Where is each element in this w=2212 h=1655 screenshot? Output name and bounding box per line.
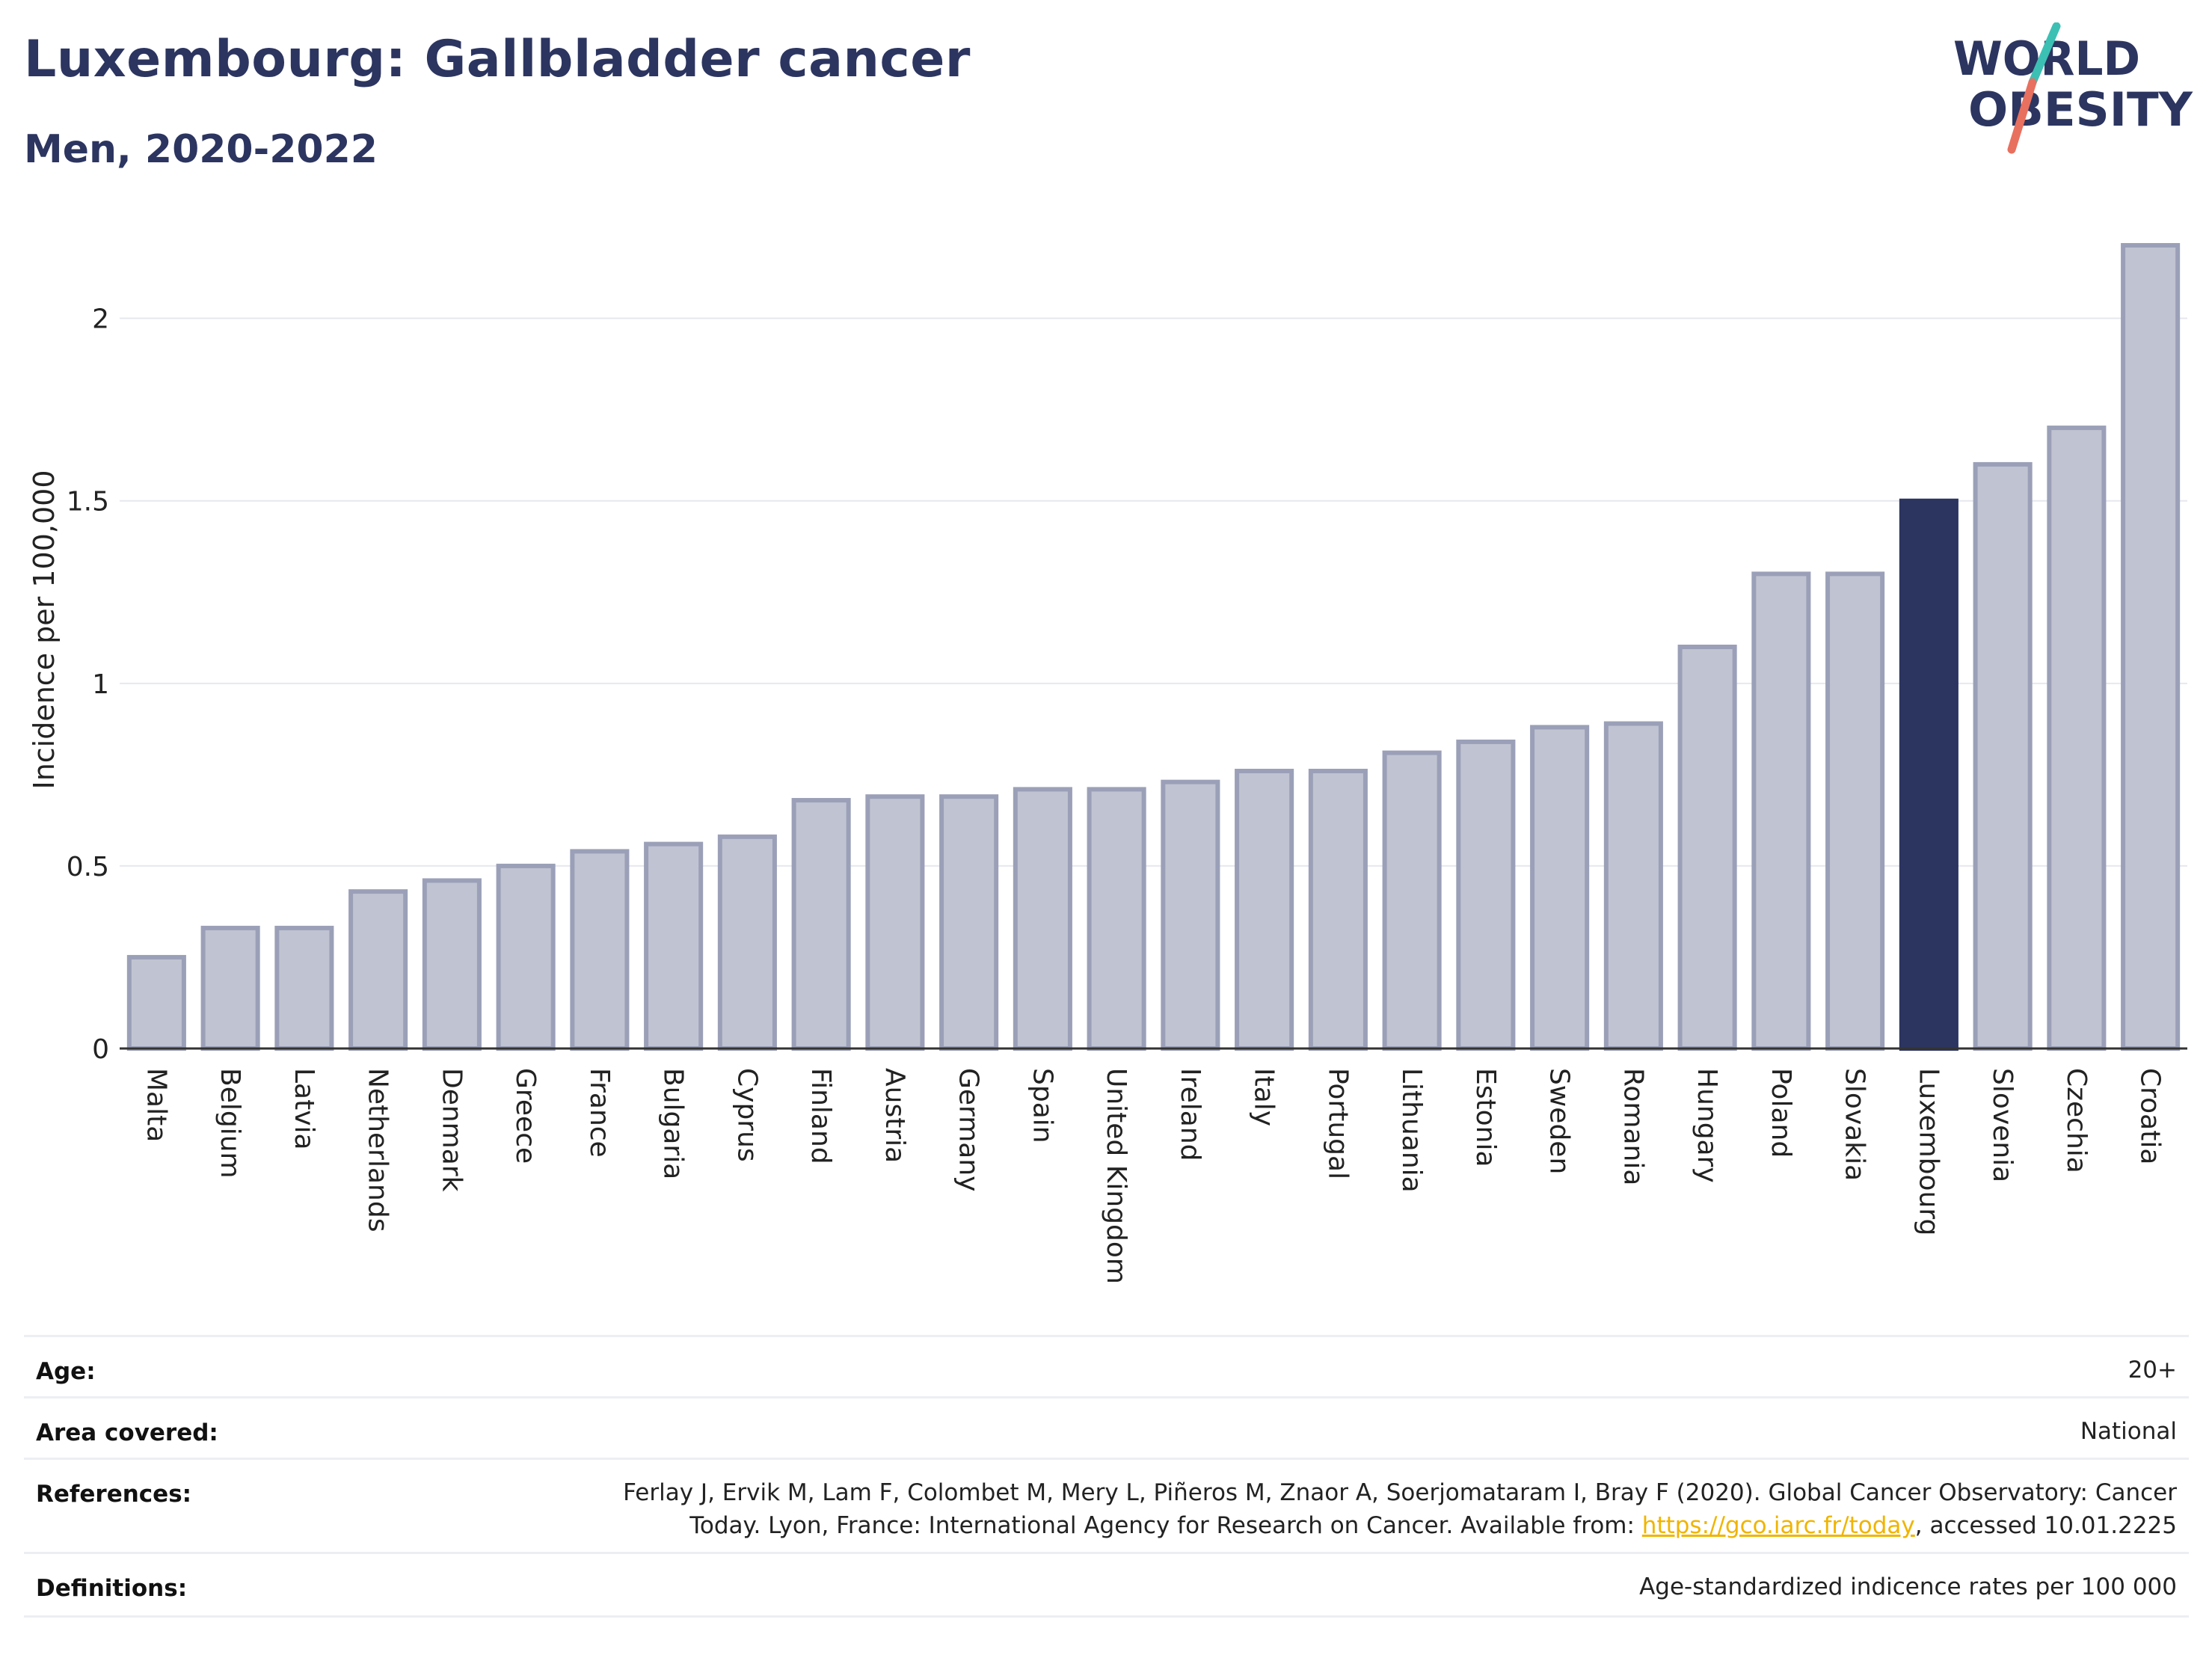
definitions-value: Age-standardized indicence rates per 100… [1639, 1573, 2177, 1600]
bar-slovakia [1825, 571, 1885, 1051]
world-obesity-logo: WORLD OBESITY [1953, 22, 2193, 154]
references-line-2: Today. Lyon, France: International Agenc… [623, 1509, 2177, 1542]
bar-greece [496, 863, 556, 1051]
bar-france [570, 849, 630, 1051]
info-row-definitions: Definitions: Age-standardized indicence … [24, 1552, 2189, 1618]
references-label: References: [36, 1481, 192, 1508]
x-tick-label: Finland [805, 1068, 836, 1164]
x-tick-label: Romania [1617, 1068, 1648, 1185]
x-tick-label: Germany [953, 1068, 984, 1191]
bar-finland [791, 798, 851, 1051]
y-tick-label: 0.5 [67, 852, 109, 882]
x-tick-label: France [584, 1068, 615, 1158]
x-tick-label: Cyprus [731, 1068, 762, 1162]
x-tick-label: United Kingdom [1101, 1068, 1131, 1284]
bar-netherlands [348, 889, 408, 1051]
bar-belgium [200, 925, 260, 1051]
info-row-references: References: Ferlay J, Ervik M, Lam F, Co… [24, 1458, 2189, 1554]
y-axis-label: Incidence per 100,000 [28, 470, 61, 789]
bar-bulgaria [644, 841, 704, 1051]
x-tick-label: Belgium [215, 1068, 245, 1179]
bar-czechia [2047, 426, 2107, 1051]
bar-latvia [274, 925, 334, 1051]
logo-slash-bottom-icon [2007, 78, 2037, 154]
bar-germany [939, 794, 999, 1051]
x-tick-label: Bulgaria [658, 1068, 689, 1179]
page-subtitle: Men, 2020-2022 [24, 127, 378, 172]
x-tick-label: Denmark [436, 1068, 467, 1192]
bar-poland [1751, 571, 1811, 1051]
bar-estonia [1456, 739, 1516, 1051]
logo-line-2: OBESITY [1968, 82, 2193, 137]
x-tick-label: Estonia [1470, 1068, 1501, 1167]
y-tick-label: 2 [92, 304, 109, 335]
bar-romania [1603, 721, 1663, 1051]
y-tick-label: 1 [92, 669, 109, 700]
bar-chart: 0 0.5 1 1.5 2 Malta Belgium Latvia Netherlands De… [28, 243, 2187, 1284]
bar-austria [865, 794, 925, 1051]
bar-croatia [2121, 243, 2181, 1051]
x-tick-label: Sweden [1544, 1068, 1575, 1174]
y-tick-label: 1.5 [67, 487, 109, 518]
x-tick-label: Portugal [1322, 1068, 1353, 1179]
x-tick-label: Ireland [1175, 1068, 1205, 1161]
x-tick-label: Spain [1027, 1068, 1057, 1143]
bar-malta [126, 954, 186, 1051]
references-value: Ferlay J, Ervik M, Lam F, Colombet M, Me… [623, 1476, 2177, 1542]
x-tick-label: Hungary [1692, 1068, 1722, 1183]
references-link[interactable]: https://gco.iarc.fr/today [1641, 1512, 1915, 1539]
bar-italy [1235, 768, 1294, 1051]
x-tick-label: Austria [879, 1068, 910, 1163]
info-row-area: Area covered: National [24, 1396, 2189, 1460]
bar-united-kingdom [1087, 787, 1146, 1051]
bar-ireland [1161, 779, 1220, 1051]
x-tick-label: Malta [141, 1068, 171, 1142]
x-tick-label: Lithuania [1396, 1068, 1427, 1193]
x-tick-label: Slovenia [1987, 1068, 2018, 1182]
references-line-1: Ferlay J, Ervik M, Lam F, Colombet M, Me… [623, 1479, 2177, 1506]
x-tick-label: Greece [510, 1068, 541, 1164]
bar-denmark [422, 878, 482, 1051]
references-line-2-post: , accessed 10.01.2225 [1914, 1512, 2177, 1539]
x-tick-label: Netherlands [363, 1068, 393, 1232]
info-row-age: Age: 20+ [24, 1335, 2189, 1398]
bar-lithuania [1382, 750, 1442, 1051]
bar-portugal [1308, 768, 1368, 1051]
bar-hungary [1677, 645, 1737, 1051]
x-tick-label: Italy [1249, 1068, 1279, 1126]
x-tick-label: Luxembourg [1913, 1068, 1944, 1235]
age-label: Age: [36, 1358, 96, 1385]
references-line-2-pre: Today. Lyon, France: International Agenc… [689, 1512, 1642, 1539]
area-value: National [2080, 1418, 2177, 1445]
age-value: 20+ [2127, 1357, 2177, 1384]
bar-sweden [1530, 725, 1590, 1051]
x-tick-label: Czechia [2061, 1068, 2092, 1173]
x-tick-label: Croatia [2135, 1068, 2166, 1164]
definitions-label: Definitions: [36, 1575, 188, 1602]
x-tick-label: Poland [1766, 1068, 1796, 1158]
bar-cyprus [717, 834, 777, 1051]
y-tick-label: 0 [92, 1034, 109, 1065]
logo-slash-top-icon [2028, 22, 2061, 87]
bar-slovenia [1973, 461, 2033, 1051]
x-tick-label: Slovakia [1840, 1068, 1870, 1181]
bar-spain [1013, 787, 1072, 1051]
page-title: Luxembourg: Gallbladder cancer [24, 30, 971, 89]
x-tick-label: Latvia [289, 1068, 319, 1150]
area-label: Area covered: [36, 1419, 218, 1446]
bar-luxembourg [1899, 498, 1958, 1051]
